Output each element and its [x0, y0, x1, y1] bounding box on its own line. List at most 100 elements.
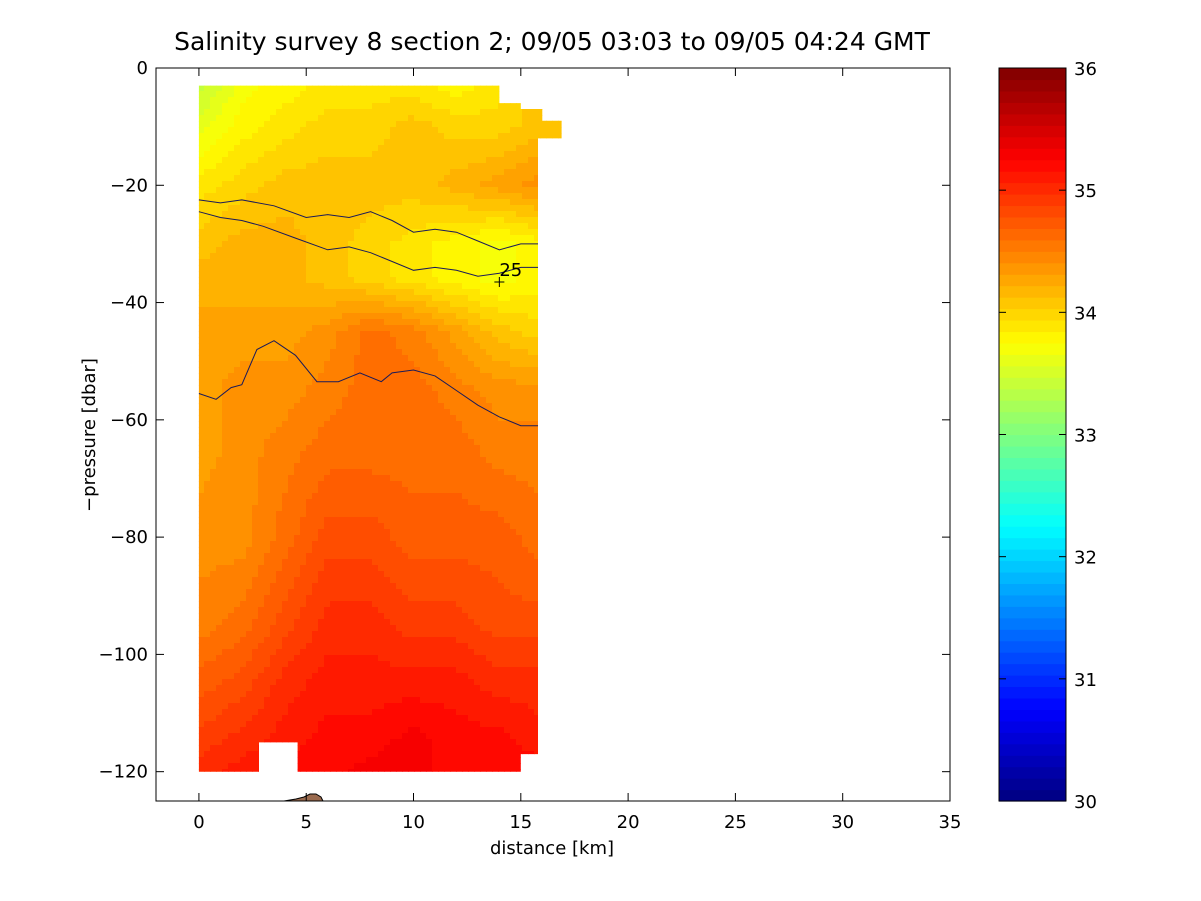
- heatmap-cell: [294, 385, 301, 392]
- heatmap-cell: [372, 157, 379, 164]
- heatmap-cell: [246, 439, 253, 446]
- heatmap-cell: [240, 385, 247, 392]
- heatmap-cell: [240, 487, 247, 494]
- heatmap-cell: [522, 151, 529, 158]
- heatmap-cell: [204, 241, 211, 248]
- heatmap-cell: [324, 427, 331, 434]
- heatmap-cell: [210, 427, 217, 434]
- heatmap-cell: [270, 547, 277, 554]
- heatmap-cell: [228, 457, 235, 464]
- heatmap-cell: [450, 439, 457, 446]
- heatmap-cell: [342, 433, 349, 440]
- heatmap-cell: [534, 367, 541, 374]
- heatmap-cell: [246, 91, 253, 98]
- heatmap-cell: [426, 127, 433, 134]
- heatmap-cell: [510, 379, 517, 386]
- heatmap-cell: [486, 187, 493, 194]
- heatmap-cell: [516, 253, 523, 260]
- heatmap-cell: [396, 517, 403, 524]
- heatmap-cell: [216, 139, 223, 146]
- heatmap-cell: [480, 85, 487, 92]
- heatmap-cell: [198, 379, 205, 386]
- heatmap-cell: [324, 535, 331, 542]
- heatmap-cell: [510, 283, 517, 290]
- heatmap-cell: [498, 289, 505, 296]
- heatmap-cell: [342, 559, 349, 566]
- heatmap-cell: [444, 367, 451, 374]
- heatmap-cell: [414, 175, 421, 182]
- heatmap-cell: [282, 199, 289, 206]
- heatmap-cell: [396, 187, 403, 194]
- heatmap-cell: [420, 313, 427, 320]
- heatmap-cell: [252, 115, 259, 122]
- heatmap-cell: [270, 553, 277, 560]
- heatmap-cell: [414, 373, 421, 380]
- heatmap-cell: [222, 547, 229, 554]
- heatmap-cell: [252, 373, 259, 380]
- heatmap-cell: [420, 403, 427, 410]
- heatmap-cell: [282, 391, 289, 398]
- heatmap-cell: [354, 247, 361, 254]
- heatmap-cell: [342, 541, 349, 548]
- heatmap-cell: [306, 427, 313, 434]
- heatmap-cell: [276, 559, 283, 566]
- heatmap-cell: [216, 115, 223, 122]
- heatmap-cell: [258, 559, 265, 566]
- heatmap-cell: [300, 127, 307, 134]
- heatmap-cell: [318, 295, 325, 302]
- heatmap-cell: [252, 235, 259, 242]
- heatmap-cell: [276, 571, 283, 578]
- heatmap-cell: [492, 289, 499, 296]
- heatmap-cell: [276, 493, 283, 500]
- heatmap-cell: [228, 367, 235, 374]
- heatmap-cell: [246, 319, 253, 326]
- heatmap-cell: [282, 499, 289, 506]
- heatmap-cell: [468, 145, 475, 152]
- heatmap-cell: [462, 301, 469, 308]
- heatmap-cell: [300, 331, 307, 338]
- heatmap-cell: [438, 85, 445, 92]
- heatmap-cell: [216, 133, 223, 140]
- heatmap-cell: [234, 193, 241, 200]
- heatmap-cell: [324, 571, 331, 578]
- heatmap-cell: [318, 349, 325, 356]
- heatmap-cell: [366, 253, 373, 260]
- heatmap-cell: [396, 343, 403, 350]
- heatmap-cell: [234, 379, 241, 386]
- heatmap-cell: [204, 199, 211, 206]
- heatmap-cell: [288, 211, 295, 218]
- heatmap-cell: [486, 343, 493, 350]
- heatmap-cell: [438, 253, 445, 260]
- heatmap-cell: [312, 121, 319, 128]
- heatmap-cell: [276, 361, 283, 368]
- heatmap-cell: [336, 211, 343, 218]
- heatmap-cell: [246, 445, 253, 452]
- heatmap-cell: [384, 481, 391, 488]
- heatmap-cell: [270, 229, 277, 236]
- heatmap-cell: [522, 559, 529, 566]
- heatmap-cell: [510, 241, 517, 248]
- heatmap-cell: [444, 361, 451, 368]
- heatmap-cell: [480, 187, 487, 194]
- heatmap-cell: [294, 205, 301, 212]
- heatmap-cell: [444, 253, 451, 260]
- heatmap-cell: [342, 319, 349, 326]
- heatmap-cell: [486, 295, 493, 302]
- heatmap-cell: [474, 115, 481, 122]
- heatmap-cell: [384, 493, 391, 500]
- heatmap-cell: [252, 169, 259, 176]
- heatmap-cell: [456, 97, 463, 104]
- heatmap-cell: [276, 367, 283, 374]
- heatmap-cell: [330, 373, 337, 380]
- heatmap-cell: [330, 553, 337, 560]
- heatmap-cell: [390, 193, 397, 200]
- heatmap-cell: [522, 385, 529, 392]
- heatmap-cell: [396, 313, 403, 320]
- heatmap-cell: [468, 229, 475, 236]
- heatmap-cell: [516, 481, 523, 488]
- heatmap-cell: [234, 397, 241, 404]
- heatmap-cell: [198, 565, 205, 572]
- heatmap-cell: [216, 85, 223, 92]
- heatmap-cell: [528, 541, 535, 548]
- heatmap-cell: [354, 103, 361, 110]
